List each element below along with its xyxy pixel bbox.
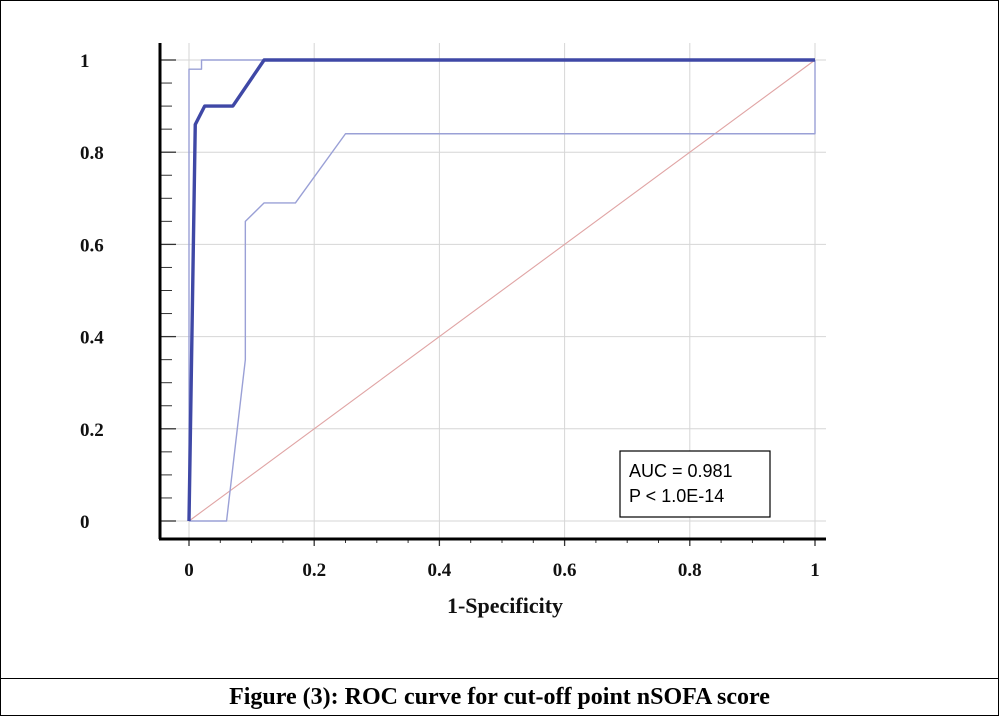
- ci-lower-line: [189, 60, 816, 522]
- y-tick-label: 0.4: [80, 328, 104, 349]
- auc-annotation: AUC = 0.981: [629, 461, 733, 481]
- annotation-box: AUC = 0.981 P < 1.0E-14: [619, 450, 771, 518]
- roc-line: [187, 58, 815, 522]
- x-tick-label: 0.2: [302, 560, 326, 581]
- p-value-annotation: P < 1.0E-14: [629, 486, 724, 506]
- caption-divider: [0, 678, 999, 679]
- roc-chart: 0 0.2 0.4 0.6 0.8 1 0 0.2 0.4 0.6 0.8 1 1-Specifici…: [80, 43, 826, 618]
- series-group: [187, 58, 816, 522]
- x-tick-label: 0.6: [553, 560, 577, 581]
- figure-caption: Figure (3): ROC curve for cut-off point …: [229, 684, 770, 710]
- y-tick-label: 0.8: [80, 143, 104, 164]
- tick-labels: 0 0.2 0.4 0.6 0.8 1 0 0.2 0.4 0.6 0.8 1: [80, 51, 820, 581]
- x-tick-label: 0.4: [428, 560, 452, 581]
- y-tick-label: 0.6: [80, 235, 104, 256]
- x-tick-label: 0: [184, 560, 194, 581]
- y-tick-label: 0.2: [80, 420, 104, 441]
- y-tick-label: 1: [80, 51, 90, 72]
- y-tick-label: 0: [80, 512, 90, 533]
- reference-line: [188, 59, 816, 522]
- minor-ticks: [160, 59, 816, 546]
- x-tick-label: 1: [810, 560, 820, 581]
- x-tick-label: 0.8: [678, 560, 702, 581]
- x-axis-title: 1-Specificity: [447, 593, 563, 618]
